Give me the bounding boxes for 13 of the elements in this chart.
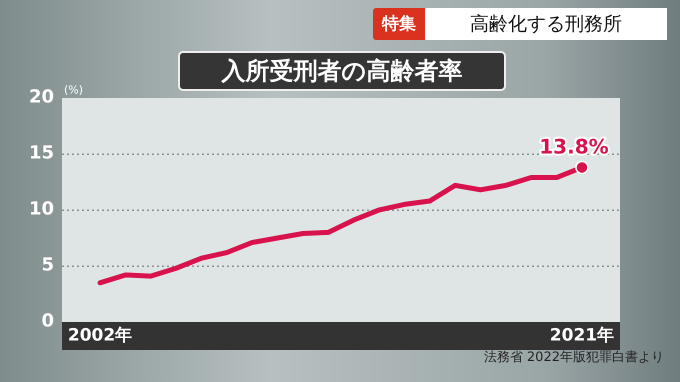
chart-title: 入所受刑者の高齢者率 xyxy=(178,51,506,91)
y-tick-label: 15 xyxy=(28,142,54,164)
y-tick-label: 5 xyxy=(41,254,54,276)
y-tick-label: 20 xyxy=(28,86,54,108)
y-tick-label: 0 xyxy=(41,310,54,332)
y-tick-label: 10 xyxy=(28,198,54,220)
chart-subtitle: 高齢化する刑務所 xyxy=(425,8,667,40)
text: 法務省 2022年版犯罪白書より xyxy=(484,349,664,366)
x-tick-label: 2021年 xyxy=(550,326,614,346)
x-tick-label: 2002年 xyxy=(68,326,132,346)
text: 特集 xyxy=(373,8,425,40)
y-axis-title: (%) xyxy=(64,83,84,96)
data-label: 13.8% xyxy=(539,134,609,159)
